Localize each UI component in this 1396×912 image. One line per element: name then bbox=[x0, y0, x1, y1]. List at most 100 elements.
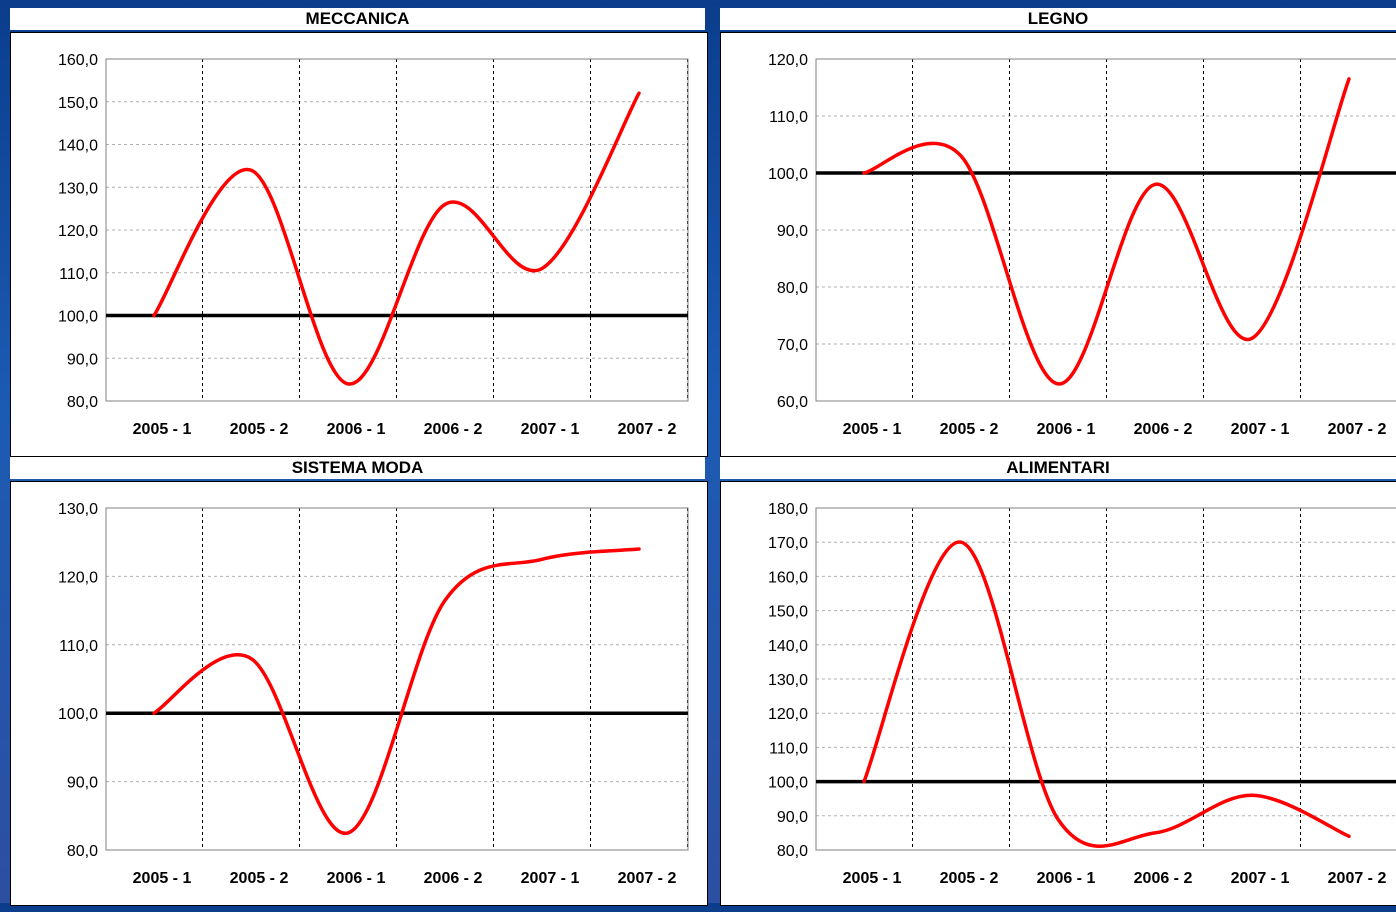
y-tick-label-alimentari: 100,0 bbox=[768, 775, 808, 792]
series-line-legno bbox=[862, 77, 1351, 386]
x-tick-label-alimentari: 2006 - 1 bbox=[1037, 870, 1096, 887]
data-point-meccanica bbox=[540, 266, 544, 270]
x-tick-label-meccanica: 2007 - 1 bbox=[521, 421, 580, 438]
data-point-alimentari bbox=[1347, 834, 1351, 838]
y-tick-label-meccanica: 150,0 bbox=[58, 95, 98, 112]
data-point-legno bbox=[1153, 182, 1157, 186]
plot-area-sistema-moda bbox=[105, 507, 689, 851]
y-tick-label-alimentari: 160,0 bbox=[768, 569, 808, 586]
x-tick-label-alimentari: 2007 - 2 bbox=[1328, 870, 1387, 887]
y-tick-label-legno: 70,0 bbox=[777, 337, 808, 354]
plot-area-legno bbox=[815, 58, 1396, 402]
y-tick-label-legno: 120,0 bbox=[768, 52, 808, 69]
y-tick-label-sistema-moda: 120,0 bbox=[58, 569, 98, 586]
chart-title-meccanica: MECCANICA bbox=[10, 8, 705, 30]
data-point-alimentari bbox=[1250, 793, 1254, 797]
chart-title-legno: LEGNO bbox=[720, 8, 1396, 30]
x-tick-label-sistema-moda: 2006 - 2 bbox=[424, 870, 483, 887]
chart-svg-legno: 60,0 70,0 80,0 90,0 100,0 110,0 120,0 2005 - 1 2… bbox=[768, 52, 1396, 438]
y-tick-label-sistema-moda: 80,0 bbox=[67, 843, 98, 860]
y-tick-label-sistema-moda: 130,0 bbox=[58, 501, 98, 518]
chart-svg-sistema-moda: 80,0 90,0 100,0 110,0 120,0 130,0 2005 - 1 2005… bbox=[58, 501, 689, 887]
x-tick-label-alimentari: 2007 - 1 bbox=[1231, 870, 1290, 887]
data-point-legno bbox=[1347, 77, 1351, 81]
y-tick-label-meccanica: 140,0 bbox=[58, 138, 98, 155]
data-point-sistema-moda bbox=[443, 598, 447, 602]
y-tick-label-meccanica: 90,0 bbox=[67, 351, 98, 368]
y-tick-label-alimentari: 130,0 bbox=[768, 672, 808, 689]
chart-title-alimentari: ALIMENTARI bbox=[720, 457, 1396, 479]
x-tick-label-meccanica: 2006 - 1 bbox=[327, 421, 386, 438]
data-point-legno bbox=[1056, 382, 1060, 386]
y-tick-label-alimentari: 110,0 bbox=[769, 740, 808, 757]
x-tick-label-sistema-moda: 2005 - 1 bbox=[133, 870, 192, 887]
y-tick-label-alimentari: 120,0 bbox=[768, 706, 808, 723]
data-point-meccanica bbox=[443, 202, 447, 206]
y-tick-label-alimentari: 90,0 bbox=[777, 809, 808, 826]
y-tick-label-alimentari: 150,0 bbox=[768, 604, 808, 621]
y-tick-label-legno: 100,0 bbox=[768, 166, 808, 183]
y-tick-label-legno: 110,0 bbox=[769, 109, 808, 126]
x-tick-label-legno: 2005 - 1 bbox=[843, 421, 902, 438]
x-tick-label-legno: 2006 - 2 bbox=[1134, 421, 1193, 438]
data-point-legno bbox=[1250, 336, 1254, 340]
y-tick-label-meccanica: 80,0 bbox=[67, 394, 98, 411]
y-tick-label-meccanica: 100,0 bbox=[58, 309, 98, 326]
y-tick-label-meccanica: 160,0 bbox=[58, 52, 98, 69]
data-point-sistema-moda bbox=[249, 656, 253, 660]
plot-area-alimentari bbox=[815, 507, 1396, 851]
x-tick-label-alimentari: 2005 - 2 bbox=[940, 870, 999, 887]
data-point-alimentari bbox=[959, 540, 963, 544]
y-tick-label-alimentari: 80,0 bbox=[777, 843, 808, 860]
data-point-alimentari bbox=[1153, 831, 1157, 835]
y-tick-label-alimentari: 170,0 bbox=[768, 535, 808, 552]
x-tick-label-legno: 2006 - 1 bbox=[1037, 421, 1096, 438]
y-tick-label-sistema-moda: 90,0 bbox=[67, 775, 98, 792]
x-tick-label-meccanica: 2006 - 2 bbox=[424, 421, 483, 438]
x-tick-label-alimentari: 2006 - 2 bbox=[1134, 870, 1193, 887]
data-point-alimentari bbox=[1056, 817, 1060, 821]
chart-panel-sistema-moda: 80,0 90,0 100,0 110,0 120,0 130,0 2005 - 1 2005… bbox=[10, 481, 708, 906]
x-tick-label-meccanica: 2007 - 2 bbox=[618, 421, 677, 438]
y-tick-label-sistema-moda: 100,0 bbox=[58, 706, 98, 723]
x-tick-label-legno: 2007 - 2 bbox=[1328, 421, 1387, 438]
chart-title-sistema-moda: SISTEMA MODA bbox=[10, 457, 705, 479]
y-tick-label-meccanica: 110,0 bbox=[59, 266, 98, 283]
x-tick-label-alimentari: 2005 - 1 bbox=[843, 870, 902, 887]
y-tick-label-alimentari: 180,0 bbox=[768, 501, 808, 518]
data-point-sistema-moda bbox=[346, 831, 350, 835]
x-tick-label-sistema-moda: 2005 - 2 bbox=[230, 870, 289, 887]
x-tick-label-sistema-moda: 2006 - 1 bbox=[327, 870, 386, 887]
data-point-meccanica bbox=[152, 314, 156, 317]
y-tick-label-meccanica: 120,0 bbox=[58, 223, 98, 240]
x-tick-label-meccanica: 2005 - 2 bbox=[230, 421, 289, 438]
data-point-meccanica bbox=[346, 382, 350, 386]
data-point-legno bbox=[862, 171, 866, 175]
data-point-sistema-moda bbox=[540, 557, 544, 561]
chart-panel-legno: 60,0 70,0 80,0 90,0 100,0 110,0 120,0 2005 - 1 2… bbox=[720, 32, 1396, 457]
x-tick-label-sistema-moda: 2007 - 1 bbox=[521, 870, 580, 887]
x-tick-label-legno: 2005 - 2 bbox=[940, 421, 999, 438]
series-line-meccanica bbox=[152, 91, 641, 386]
chart-panel-meccanica: 80,0 90,0 100,0 110,0 120,0 130,0 140,0 150,0 16… bbox=[10, 32, 708, 457]
chart-svg-meccanica: 80,0 90,0 100,0 110,0 120,0 130,0 140,0 150,0 16… bbox=[58, 52, 689, 438]
data-point-legno bbox=[959, 154, 963, 158]
x-tick-label-meccanica: 2005 - 1 bbox=[133, 421, 192, 438]
data-point-meccanica bbox=[249, 168, 253, 172]
y-tick-label-alimentari: 140,0 bbox=[768, 638, 808, 655]
data-point-meccanica bbox=[637, 91, 641, 95]
y-tick-label-sistema-moda: 110,0 bbox=[59, 638, 98, 655]
y-tick-label-legno: 60,0 bbox=[777, 394, 808, 411]
data-point-alimentari bbox=[862, 780, 866, 784]
x-tick-label-sistema-moda: 2007 - 2 bbox=[618, 870, 677, 887]
y-tick-label-meccanica: 130,0 bbox=[58, 180, 98, 197]
data-point-sistema-moda bbox=[637, 547, 641, 551]
plot-area-meccanica bbox=[105, 58, 689, 402]
y-tick-label-legno: 90,0 bbox=[777, 223, 808, 240]
chart-svg-alimentari: 80,0 90,0 100,0 110,0 120,0 130,0 140,0 150,0 16… bbox=[768, 501, 1396, 887]
chart-panel-alimentari: 80,0 90,0 100,0 110,0 120,0 130,0 140,0 150,0 16… bbox=[720, 481, 1396, 906]
y-tick-label-legno: 80,0 bbox=[777, 280, 808, 297]
data-point-sistema-moda bbox=[152, 711, 156, 715]
x-tick-label-legno: 2007 - 1 bbox=[1231, 421, 1290, 438]
